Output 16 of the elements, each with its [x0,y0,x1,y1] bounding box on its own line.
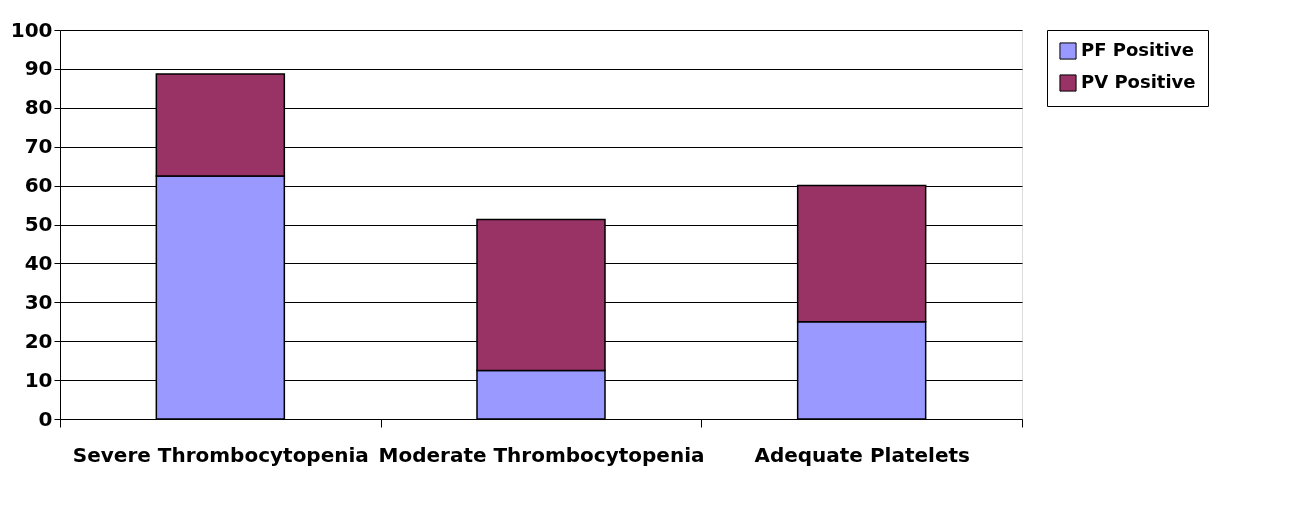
y-tick-label: 30 [24,289,53,314]
y-tick-label: 10 [24,367,53,392]
x-tick-label: Moderate Thrombocytopenia [378,442,705,467]
y-tick-label: 80 [24,95,53,120]
x-tick-label: Adequate Platelets [754,442,970,467]
legend-label: PF Positive [1081,39,1194,60]
y-tick-label: 50 [24,212,53,236]
y-tick-label: 60 [24,173,53,198]
y-tick-label: 100 [10,17,53,42]
y-tick-label: 70 [24,134,53,159]
y-tick-label: 0 [38,406,53,431]
x-tick-label: Severe Thrombocytopenia [72,442,369,467]
legend-label: PV Positive [1081,71,1196,92]
y-tick-label: 20 [24,328,53,353]
y-tick-label: 40 [24,250,53,275]
y-tick-label: 90 [24,56,53,81]
